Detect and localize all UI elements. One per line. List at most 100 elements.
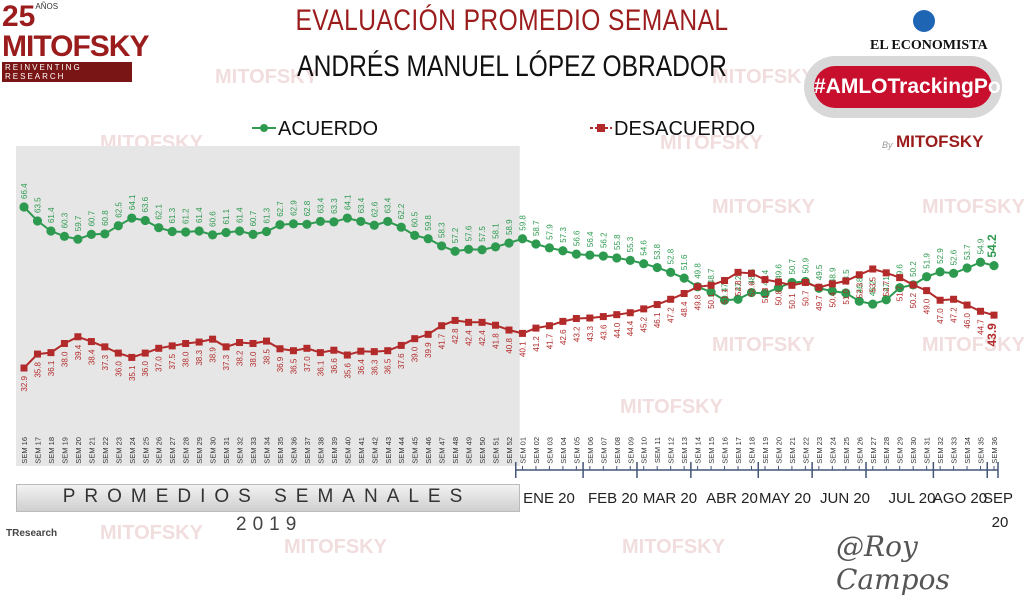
point-desacuerdo (761, 276, 769, 284)
category-label: SEM 20 (74, 437, 83, 464)
month-label: MAY 20 (759, 490, 811, 507)
point-desacuerdo (155, 344, 163, 352)
point-acuerdo (356, 216, 366, 227)
month-label: ENE 20 (523, 490, 575, 507)
month-label: JUL 20 (889, 490, 936, 507)
data-label-acuerdo: 47.0 (721, 276, 730, 292)
data-label-acuerdo: 54.9 (977, 238, 986, 254)
category-label: SEM 14 (694, 437, 703, 464)
promedios-label: PROMEDIOS SEMANALES (62, 486, 472, 507)
point-acuerdo (73, 234, 83, 244)
category-label: SEM 49 (465, 437, 474, 464)
by-label: By (882, 140, 893, 150)
data-label-desacuerdo: 44.7 (977, 319, 986, 335)
data-label-acuerdo: 57.6 (465, 225, 474, 241)
point-acuerdo (854, 296, 864, 306)
point-desacuerdo (599, 313, 607, 321)
data-label-desacuerdo: 43.9 (985, 323, 999, 347)
category-label: SEM 23 (114, 437, 123, 464)
point-acuerdo (181, 227, 191, 237)
data-label-acuerdo: 63.5 (33, 197, 42, 213)
data-label-desacuerdo: 50.1 (788, 293, 797, 309)
category-label: SEM 06 (586, 437, 595, 464)
point-acuerdo (59, 231, 70, 241)
point-acuerdo (612, 253, 622, 263)
tresearch-logo: TResearch (6, 528, 58, 539)
point-acuerdo (948, 268, 959, 278)
point-acuerdo (86, 229, 96, 239)
point-desacuerdo (236, 339, 244, 347)
point-acuerdo (975, 257, 986, 267)
data-label-desacuerdo: 36.5 (384, 358, 393, 374)
data-label-acuerdo: 64.1 (343, 194, 352, 210)
point-desacuerdo (384, 347, 392, 355)
data-label-acuerdo: 52.9 (936, 248, 945, 264)
data-label-desacuerdo: 42.6 (559, 329, 568, 345)
category-label: SEM 10 (640, 437, 649, 464)
point-desacuerdo (572, 314, 580, 322)
category-label: SEM 37 (303, 437, 312, 464)
data-label-acuerdo: 53.8 (653, 243, 662, 259)
data-label-desacuerdo: 50.2 (909, 292, 918, 308)
data-label-desacuerdo: 39.0 (411, 346, 420, 362)
data-label-acuerdo: 59.8 (424, 215, 433, 231)
point-acuerdo (477, 245, 487, 255)
point-desacuerdo (370, 348, 378, 356)
data-label-desacuerdo: 35.6 (343, 362, 352, 378)
point-acuerdo (868, 299, 878, 309)
data-label-acuerdo: 61.4 (47, 207, 56, 223)
point-acuerdo (315, 216, 325, 227)
data-label-acuerdo: 62.1 (155, 204, 164, 220)
logo-anos: AÑOS (35, 2, 59, 11)
data-label-acuerdo: 56.6 (572, 230, 581, 246)
category-label: SEM 43 (384, 437, 393, 464)
data-label-acuerdo: 55.3 (626, 236, 635, 252)
data-label-acuerdo: 64.1 (128, 194, 137, 210)
point-desacuerdo (855, 271, 863, 279)
category-label: SEM 24 (828, 437, 837, 464)
point-desacuerdo (909, 281, 917, 289)
point-acuerdo (531, 239, 541, 249)
category-label: SEM 19 (761, 437, 770, 464)
data-label-acuerdo: 63.4 (357, 197, 366, 213)
point-acuerdo (881, 295, 891, 305)
data-label-acuerdo: 48.5 (842, 269, 851, 285)
point-desacuerdo (182, 339, 190, 347)
data-label-desacuerdo: 43.3 (586, 325, 595, 341)
data-label-desacuerdo: 37.0 (303, 356, 312, 372)
data-label-acuerdo: 57.9 (545, 224, 554, 240)
data-label-acuerdo: 63.6 (141, 196, 150, 212)
data-label-acuerdo: 60.5 (411, 211, 420, 227)
point-acuerdo (558, 246, 568, 256)
point-desacuerdo (734, 268, 742, 276)
data-label-acuerdo: 60.7 (87, 210, 96, 226)
data-label-acuerdo: 46.8 (855, 277, 864, 293)
point-acuerdo (827, 286, 837, 296)
data-label-acuerdo: 51.6 (680, 254, 689, 270)
point-desacuerdo (923, 287, 931, 295)
data-label-desacuerdo: 38.5 (263, 349, 272, 365)
data-label-desacuerdo: 52.3 (855, 282, 864, 298)
data-label-acuerdo: 60.8 (101, 210, 110, 226)
data-label-acuerdo: 58.7 (532, 220, 541, 236)
data-label-acuerdo: 59.7 (74, 215, 83, 231)
point-desacuerdo (249, 339, 257, 347)
category-label: SEM 52 (505, 437, 514, 464)
data-label-acuerdo: 58.1 (492, 223, 501, 239)
point-desacuerdo (263, 337, 270, 345)
data-label-desacuerdo: 53.5 (869, 276, 878, 292)
data-label-acuerdo: 60.3 (60, 212, 69, 228)
category-label: SEM 33 (950, 437, 959, 464)
point-desacuerdo (141, 349, 149, 357)
category-label: SEM 32 (936, 437, 945, 464)
data-label-acuerdo: 57.3 (559, 227, 568, 243)
data-label-acuerdo: 62.9 (289, 200, 298, 216)
data-label-acuerdo: 61.2 (182, 208, 191, 224)
data-label-desacuerdo: 42.8 (451, 328, 460, 344)
point-desacuerdo (343, 351, 351, 359)
point-acuerdo (733, 294, 743, 304)
point-acuerdo (46, 226, 56, 236)
point-desacuerdo (842, 277, 850, 285)
point-acuerdo (127, 213, 137, 223)
category-label: SEM 07 (599, 437, 608, 464)
